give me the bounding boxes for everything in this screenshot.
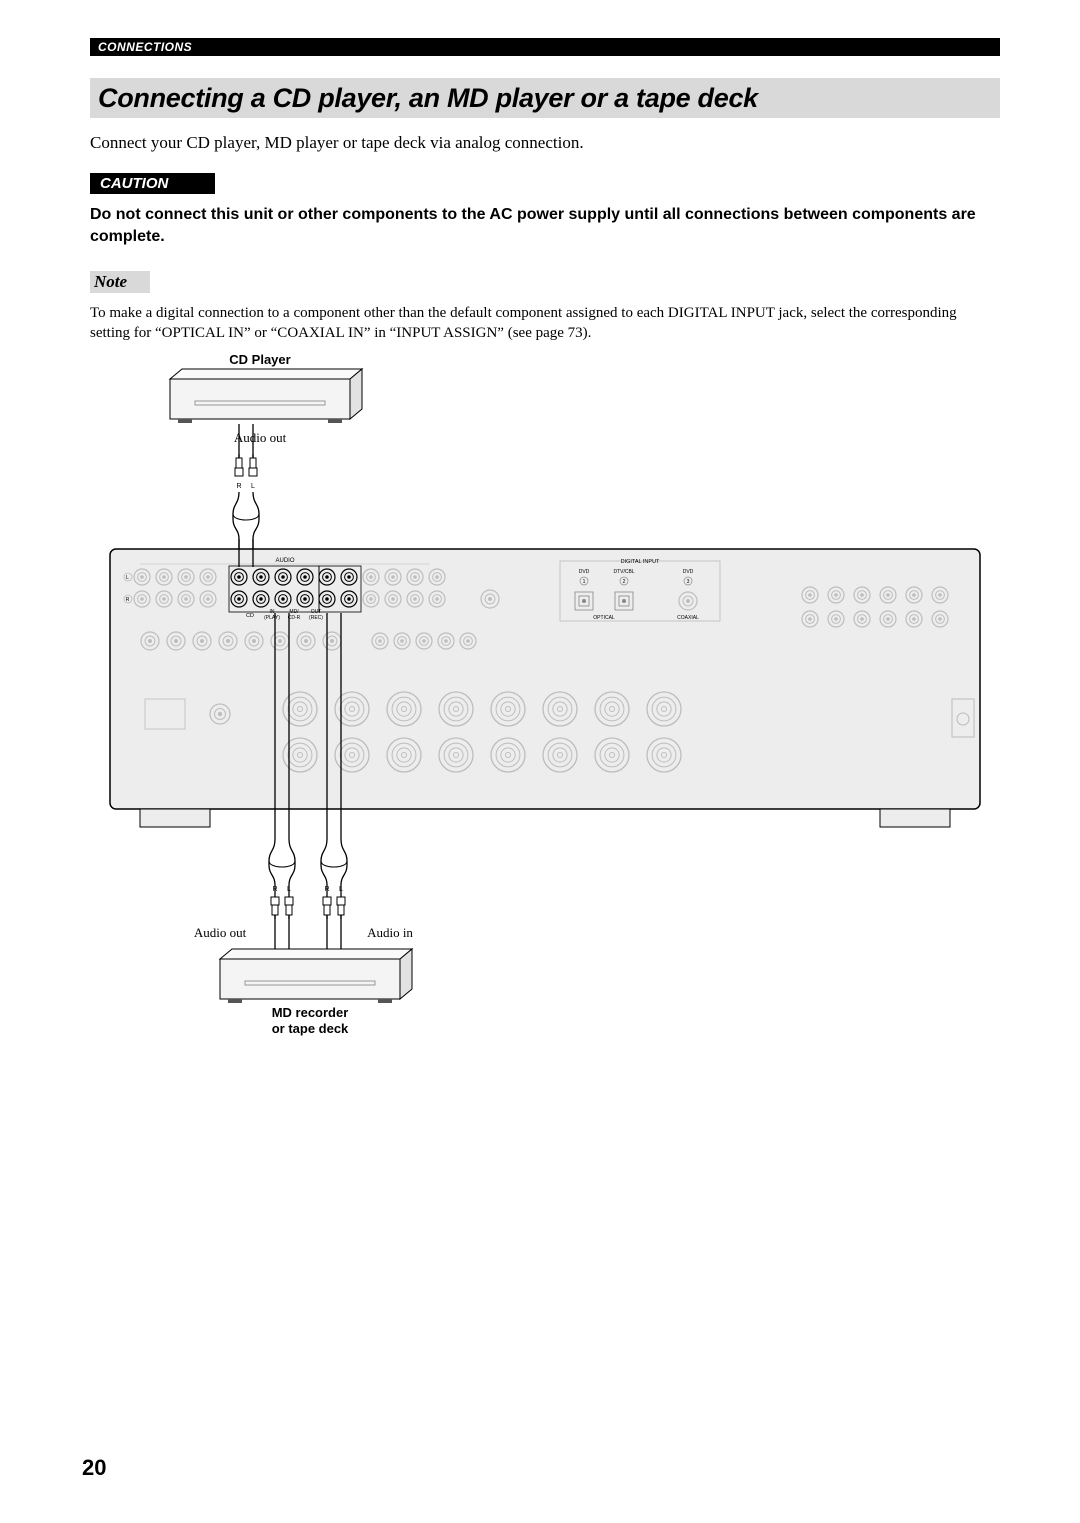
connection-diagram: CD PlayerAudio outRLAUDIOLRCDINMD/(PLAY)… bbox=[90, 354, 1000, 1059]
page-number: 20 bbox=[82, 1455, 106, 1481]
page-title: Connecting a CD player, an MD player or … bbox=[98, 83, 758, 114]
svg-text:DVD: DVD bbox=[683, 569, 694, 575]
svg-text:2: 2 bbox=[623, 579, 626, 585]
svg-text:1: 1 bbox=[583, 579, 586, 585]
intro-text: Connect your CD player, MD player or tap… bbox=[90, 132, 998, 155]
svg-text:MD recorder: MD recorder bbox=[272, 1005, 349, 1020]
svg-text:L: L bbox=[126, 575, 129, 581]
svg-text:CD Player: CD Player bbox=[229, 354, 290, 367]
svg-text:(PLAY): (PLAY) bbox=[264, 615, 280, 621]
svg-text:AUDIO: AUDIO bbox=[275, 558, 294, 564]
caution-tab: CAUTION bbox=[90, 173, 215, 194]
svg-text:Audio in: Audio in bbox=[367, 925, 413, 940]
diagram-svg: CD PlayerAudio outRLAUDIOLRCDINMD/(PLAY)… bbox=[90, 354, 1000, 1054]
section-tab-label: CONNECTIONS bbox=[98, 40, 192, 54]
svg-text:or tape deck: or tape deck bbox=[272, 1021, 349, 1036]
svg-text:L: L bbox=[251, 483, 255, 490]
note-label: Note bbox=[94, 272, 127, 291]
svg-text:DVD: DVD bbox=[579, 569, 590, 575]
svg-text:DIGITAL INPUT: DIGITAL INPUT bbox=[621, 559, 660, 565]
svg-text:3: 3 bbox=[687, 579, 690, 585]
svg-text:R: R bbox=[236, 483, 241, 490]
note-tab: Note bbox=[90, 271, 150, 293]
svg-text:(REC): (REC) bbox=[309, 615, 323, 621]
svg-text:DTV/CBL: DTV/CBL bbox=[613, 569, 634, 575]
note-body: To make a digital connection to a compon… bbox=[90, 303, 970, 344]
section-tab: CONNECTIONS bbox=[90, 38, 1000, 56]
svg-text:R: R bbox=[126, 597, 130, 603]
svg-text:OPTICAL: OPTICAL bbox=[593, 615, 615, 621]
title-bar: Connecting a CD player, an MD player or … bbox=[90, 78, 1000, 118]
caution-body: Do not connect this unit or other compon… bbox=[90, 204, 990, 247]
svg-text:COAXIAL: COAXIAL bbox=[677, 615, 699, 621]
svg-text:CD: CD bbox=[246, 613, 254, 619]
svg-text:CD-R: CD-R bbox=[288, 615, 301, 621]
svg-text:Audio out: Audio out bbox=[234, 430, 287, 445]
svg-text:Audio out: Audio out bbox=[194, 925, 247, 940]
caution-label: CAUTION bbox=[100, 175, 168, 192]
